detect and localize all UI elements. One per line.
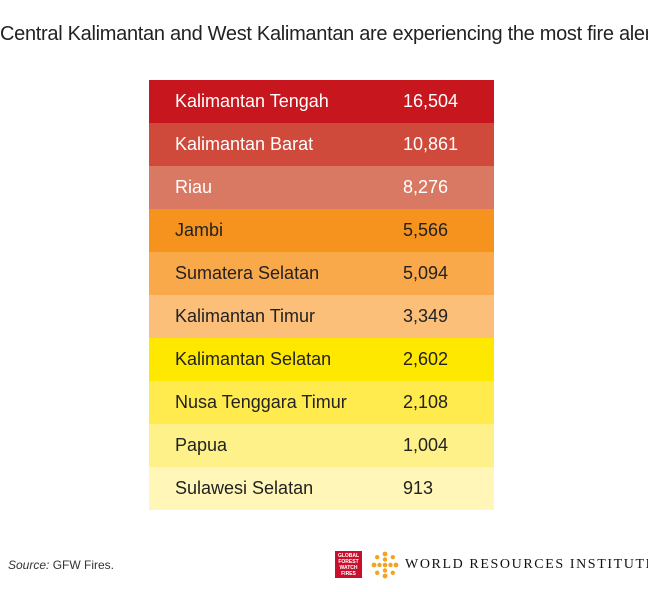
table-row: Sumatera Selatan 5,094 — [149, 252, 494, 295]
source-text: GFW Fires. — [49, 558, 115, 572]
province-label: Kalimantan Timur — [175, 306, 316, 326]
table-row: Jambi 5,566 — [149, 209, 494, 252]
table-row: Kalimantan Tengah 16,504 — [149, 80, 494, 123]
table-row: Papua 1,004 — [149, 424, 494, 467]
fire-alert-count: 2,108 — [403, 392, 449, 412]
fire-alert-count: 913 — [403, 478, 434, 498]
table-row: Nusa Tenggara Timur 2,108 — [149, 381, 494, 424]
table-row: Kalimantan Barat 10,861 — [149, 123, 494, 166]
province-label: Riau — [175, 177, 213, 197]
fire-alert-count: 5,094 — [403, 263, 449, 283]
source-label: Source: — [8, 558, 50, 572]
wri-star-logo-icon — [371, 551, 399, 579]
table-row: Kalimantan Selatan 2,602 — [149, 338, 494, 381]
table-row: Kalimantan Timur 3,349 — [149, 295, 494, 338]
chart-title: Central Kalimantan and West Kalimantan a… — [0, 23, 648, 45]
province-label: Kalimantan Selatan — [175, 349, 332, 369]
fire-alert-count: 10,861 — [403, 134, 459, 154]
province-label: Papua — [175, 435, 228, 455]
province-label: Kalimantan Barat — [175, 134, 314, 154]
gfw-fires-logo-icon: GLOBAL FOREST WATCH FIRES — [335, 551, 362, 578]
table-row: Sulawesi Selatan 913 — [149, 467, 494, 510]
fire-alert-count: 8,276 — [403, 177, 449, 197]
province-label: Sulawesi Selatan — [175, 478, 314, 498]
province-label: Nusa Tenggara Timur — [175, 392, 347, 412]
fire-alert-count: 3,349 — [403, 306, 449, 326]
fire-alert-count: 1,004 — [403, 435, 449, 455]
fire-alert-count: 5,566 — [403, 220, 449, 240]
province-label: Jambi — [175, 220, 224, 240]
wri-wordmark: WORLD RESOURCES INSTITUTE — [405, 557, 648, 572]
table-row: Riau 8,276 — [149, 166, 494, 209]
province-label: Sumatera Selatan — [175, 263, 320, 283]
province-label: Kalimantan Tengah — [175, 91, 329, 111]
fire-alert-count: 2,602 — [403, 349, 449, 369]
fire-alert-count: 16,504 — [403, 91, 459, 111]
fire-alerts-table: Kalimantan Tengah 16,504 Kalimantan Barat 1… — [149, 80, 494, 510]
source-note: Source: GFW Fires. — [8, 558, 114, 572]
